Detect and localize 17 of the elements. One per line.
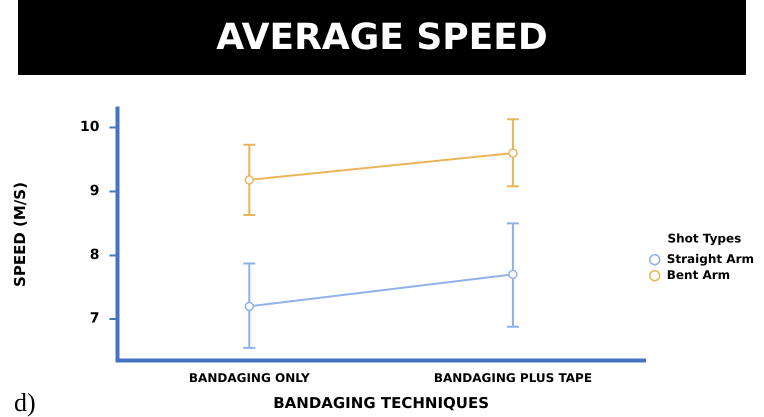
- y-tick-label: 10: [80, 119, 100, 136]
- point: [508, 148, 518, 158]
- y-axis-title: SPEED (M/S): [10, 182, 29, 287]
- legend-title: Shot Types: [667, 231, 742, 246]
- point: [244, 175, 254, 185]
- y-tick-label: 9: [90, 183, 100, 200]
- x-axis-title: BANDAGING TECHNIQUES: [273, 394, 490, 412]
- x-tick-label: BANDAGING PLUS TAPE: [434, 370, 592, 385]
- legend-label: Straight Arm: [666, 252, 754, 266]
- y-tick-label: 8: [90, 246, 100, 263]
- chart-title: AVERAGE SPEED: [18, 0, 746, 75]
- text: d): [14, 388, 36, 417]
- point: [508, 270, 518, 280]
- legend-label: Bent Arm: [666, 268, 730, 282]
- y-tick-label: 7: [90, 310, 100, 327]
- x-tick-label: BANDAGING ONLY: [188, 370, 310, 385]
- point: [244, 302, 254, 312]
